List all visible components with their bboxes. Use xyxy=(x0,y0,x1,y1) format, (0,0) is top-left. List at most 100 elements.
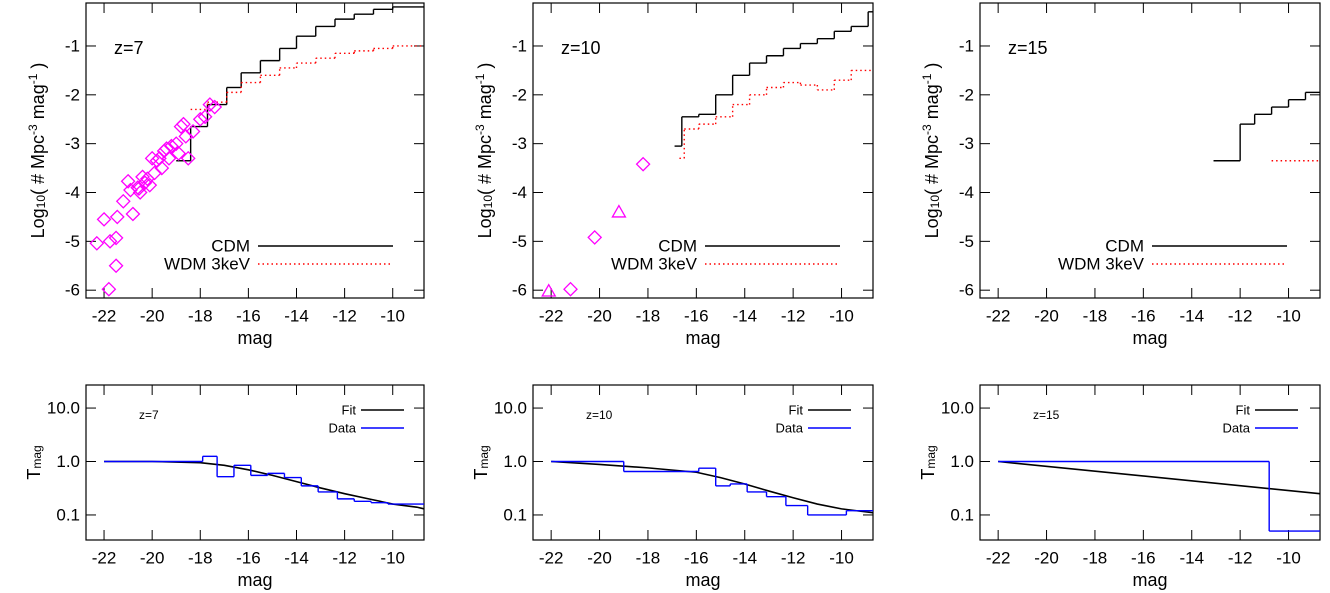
legend-label: Data xyxy=(776,421,804,436)
series-group xyxy=(551,460,873,516)
x-tick-label: -14 xyxy=(284,307,309,326)
y-axis-label-part: mag xyxy=(28,84,48,124)
data-point xyxy=(611,204,627,218)
annotation: z=10 xyxy=(561,38,601,58)
y-axis-label-part: T xyxy=(918,469,938,480)
x-tick-label: -22 xyxy=(986,549,1011,568)
y-tick-label: -5 xyxy=(65,232,80,251)
x-tick-label: -12 xyxy=(781,307,806,326)
x-tick-label: -18 xyxy=(636,307,661,326)
data-point xyxy=(109,209,125,225)
legend-label: Data xyxy=(329,421,357,436)
y-axis-label-part: -1 xyxy=(473,73,487,84)
fit-line xyxy=(104,460,424,510)
y-tick-label: -4 xyxy=(65,183,80,202)
data-point xyxy=(115,193,131,209)
x-tick-label: -14 xyxy=(732,307,757,326)
x-tick-label: -16 xyxy=(236,307,261,326)
y-tick-label: 10.0 xyxy=(47,399,80,418)
x-tick-label: -20 xyxy=(1034,549,1059,568)
y-axis-label-part: ) xyxy=(475,63,495,74)
panel: -22 -20 -18 -16 -14 -12 -10-1-2-3-4-5-6magLog1… xyxy=(920,2,1321,348)
plot-frame xyxy=(532,2,874,299)
x-tick-label: -12 xyxy=(781,549,806,568)
y-axis-label-part: -3 xyxy=(26,124,40,135)
data-point xyxy=(125,206,141,222)
legend-label: WDM 3keV xyxy=(611,255,698,274)
data-point xyxy=(176,116,191,132)
data-point xyxy=(192,111,208,127)
annotation: z=15 xyxy=(1008,38,1048,58)
y-tick-label: 1.0 xyxy=(950,452,974,471)
series-group xyxy=(998,460,1320,532)
y-tick-label: 1.0 xyxy=(56,452,80,471)
x-tick-label: -16 xyxy=(236,549,261,568)
y-tick-label: 0.1 xyxy=(56,505,80,524)
y-tick-label: 1.0 xyxy=(503,452,527,471)
series-group xyxy=(1213,91,1320,162)
data-point xyxy=(185,124,201,139)
x-tick-label: -14 xyxy=(284,549,309,568)
annotation: z=10 xyxy=(586,408,613,422)
y-tick-label: -4 xyxy=(512,183,527,202)
data-point xyxy=(154,160,170,176)
legend-label: Fit xyxy=(342,403,357,418)
x-tick-label: -18 xyxy=(1083,549,1108,568)
annotation: z=7 xyxy=(139,408,159,422)
data-point xyxy=(197,109,213,125)
series-group xyxy=(104,455,424,510)
y-tick-label: -3 xyxy=(959,134,974,153)
y-tick-label: 0.1 xyxy=(950,505,974,524)
y-tick-label: -3 xyxy=(65,134,80,153)
panel: -22 -20 -18 -16 -14 -12 -10-1-2-3-4-5-6magLog1… xyxy=(473,2,874,348)
x-tick-label: -12 xyxy=(332,549,357,568)
x-tick-label: -10 xyxy=(380,307,405,326)
x-tick-label: -20 xyxy=(587,549,612,568)
x-tick-label: -16 xyxy=(684,549,709,568)
plot-frame xyxy=(85,2,425,299)
x-tick-label: -22 xyxy=(539,307,564,326)
x-tick-label: -10 xyxy=(829,307,854,326)
legend-label: CDM xyxy=(658,237,697,256)
y-tick-label: -6 xyxy=(959,281,974,300)
y-axis-label-part: mag xyxy=(475,84,495,124)
y-tick-label: -2 xyxy=(512,85,527,104)
plot-frame xyxy=(532,384,874,541)
x-axis-label: mag xyxy=(685,328,720,348)
data-point xyxy=(180,150,196,166)
x-tick-label: -12 xyxy=(332,307,357,326)
x-tick-label: -10 xyxy=(829,549,854,568)
plot-frame xyxy=(85,384,425,541)
plot-frame xyxy=(979,2,1321,299)
x-axis-label: mag xyxy=(685,570,720,590)
y-tick-label: -2 xyxy=(959,85,974,104)
x-tick-label: -20 xyxy=(140,307,165,326)
x-tick-label: -18 xyxy=(188,307,213,326)
panel: -22 -20 -18 -16 -14 -12 -10-1-2-3-4-5-6magLog1… xyxy=(26,2,425,348)
plot-frame xyxy=(979,384,1321,541)
y-axis-label-part: mag xyxy=(30,445,44,468)
y-axis-label-part: -1 xyxy=(920,73,934,84)
data-point xyxy=(132,185,148,200)
x-tick-label: -16 xyxy=(1131,307,1156,326)
y-axis-label-part: Log xyxy=(922,208,942,238)
y-axis-label-part: ) xyxy=(922,63,942,74)
data-point xyxy=(123,182,138,198)
data-point xyxy=(144,150,160,166)
legend-label: CDM xyxy=(1105,237,1144,256)
y-axis-label: Tmag xyxy=(24,445,44,479)
x-tick-label: -16 xyxy=(684,307,709,326)
x-tick-label: -22 xyxy=(539,549,564,568)
legend-label: Fit xyxy=(1236,403,1251,418)
x-tick-label: -10 xyxy=(380,549,405,568)
data-point xyxy=(101,281,117,297)
legend-label: WDM 3keV xyxy=(164,255,251,274)
y-tick-label: 10.0 xyxy=(941,399,974,418)
series-group xyxy=(541,11,873,297)
x-tick-label: -18 xyxy=(636,549,661,568)
data-point xyxy=(142,177,158,193)
data-point xyxy=(131,181,147,197)
y-tick-label: -3 xyxy=(512,134,527,153)
